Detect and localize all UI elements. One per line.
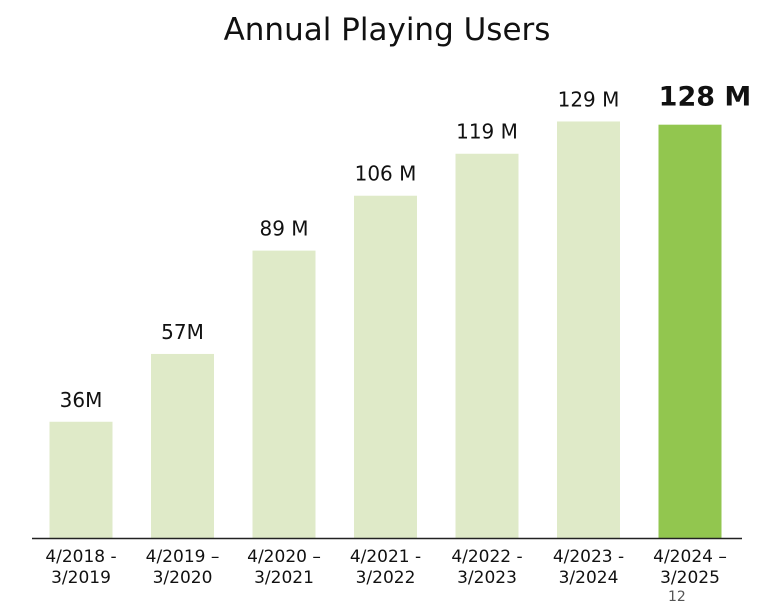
bar-7 xyxy=(658,124,722,539)
data-label-7: 128 M xyxy=(659,82,752,113)
bar-3 xyxy=(252,250,316,538)
data-label-2: 57M xyxy=(161,320,204,344)
x-tick-label-1: 4/2018 -3/2019 xyxy=(45,547,116,588)
bar-2 xyxy=(151,353,214,538)
bar-5 xyxy=(455,153,519,538)
chart-title: Annual Playing Users xyxy=(223,12,551,48)
data-label-1: 36M xyxy=(60,388,103,412)
x-tick-label-3: 4/2020 –3/2021 xyxy=(247,547,321,588)
x-tick-label-7: 4/2024 –3/2025 xyxy=(653,547,727,588)
data-label-5: 119 M xyxy=(456,120,518,144)
bars-group xyxy=(49,121,722,539)
data-label-4: 106 M xyxy=(355,162,417,186)
x-tick-label-4: 4/2021 -3/2022 xyxy=(350,547,421,588)
bar-6 xyxy=(557,121,620,539)
x-tick-labels-group: 4/2018 -3/2019 4/2019 –3/2020 4/2020 –3/20… xyxy=(45,547,727,588)
bar-1 xyxy=(49,421,113,538)
x-tick-label-2: 4/2019 –3/2020 xyxy=(146,547,220,588)
x-tick-label-6: 4/2023 -3/2024 xyxy=(553,547,624,588)
data-label-3: 89 M xyxy=(259,217,308,241)
data-labels-group: 36M 57M 89 M 106 M 119 M 129 M 128 M xyxy=(60,82,752,412)
data-label-6: 129 M xyxy=(558,87,620,111)
bar-4 xyxy=(354,195,417,538)
x-tick-label-5: 4/2022 -3/2023 xyxy=(451,547,522,588)
page-number: 12 xyxy=(668,589,686,605)
